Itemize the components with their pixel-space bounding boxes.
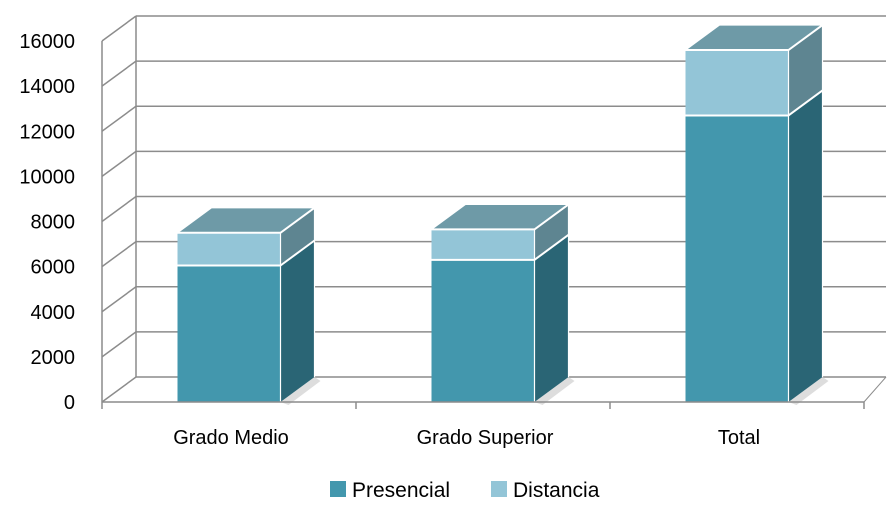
bar-distancia-side — [788, 25, 823, 116]
x-category-label: Grado Superior — [417, 427, 554, 449]
bar-presencial — [177, 265, 281, 402]
bar-top — [685, 25, 823, 51]
bar-shadow — [788, 377, 829, 405]
axis-layer: 0 2000 4000 6000 8000 10000 12000 14000 16000 Gra… — [19, 31, 865, 449]
bar-shadow — [280, 377, 321, 405]
y-tick-label: 12000 — [19, 121, 75, 143]
legend-label: Presencial — [352, 479, 450, 502]
x-category-label: Grado Medio — [173, 427, 289, 449]
x-category-label: Total — [718, 427, 760, 449]
bar-presencial-side — [788, 90, 823, 403]
y-tick-label: 10000 — [19, 166, 75, 188]
bar-distancia — [685, 50, 789, 116]
gridline-diagonal — [101, 286, 137, 313]
y-tick-label: 0 — [64, 392, 75, 414]
bar-presencial-side — [280, 240, 315, 402]
gridline-diagonal — [101, 15, 137, 42]
legend-swatch — [330, 481, 346, 497]
gridline-diagonal — [101, 241, 137, 268]
bar-distancia — [177, 232, 281, 266]
legend-label: Distancia — [513, 479, 600, 502]
bar-distancia-side — [280, 207, 315, 266]
gridline-diagonal — [101, 331, 137, 358]
floor-right-edge — [863, 376, 887, 403]
bar-segment-divider-side — [279, 239, 316, 267]
bar-distancia-side — [534, 204, 569, 260]
y-tick-label: 16000 — [19, 31, 75, 53]
legend: Presencial Distancia — [330, 479, 600, 502]
y-tick-label: 14000 — [19, 76, 75, 98]
gridline-diagonal — [101, 376, 137, 403]
bar-top — [431, 204, 569, 230]
gridline-diagonal — [101, 150, 137, 177]
bar-outline — [685, 24, 824, 377]
bar-presencial — [431, 259, 535, 402]
y-tick-label: 6000 — [31, 257, 76, 279]
bar-segment-divider-side — [787, 89, 824, 117]
gridline-diagonal — [101, 195, 137, 223]
bar-layer — [177, 24, 829, 405]
bar-segment-divider-side — [533, 234, 570, 261]
bar-shadow — [534, 377, 575, 405]
bar-distancia — [431, 229, 535, 260]
bar-outline — [177, 207, 316, 377]
bar-presencial — [685, 115, 789, 403]
bar-top — [177, 207, 315, 233]
bar-outline — [431, 203, 570, 377]
bar-presencial-side — [534, 234, 569, 402]
legend-swatch — [491, 481, 507, 497]
y-tick-label: 2000 — [31, 347, 76, 369]
gridline-diagonal — [101, 60, 137, 87]
y-tick-label: 4000 — [31, 302, 76, 324]
y-tick-label: 8000 — [31, 212, 76, 234]
gridline-diagonal — [101, 105, 137, 132]
